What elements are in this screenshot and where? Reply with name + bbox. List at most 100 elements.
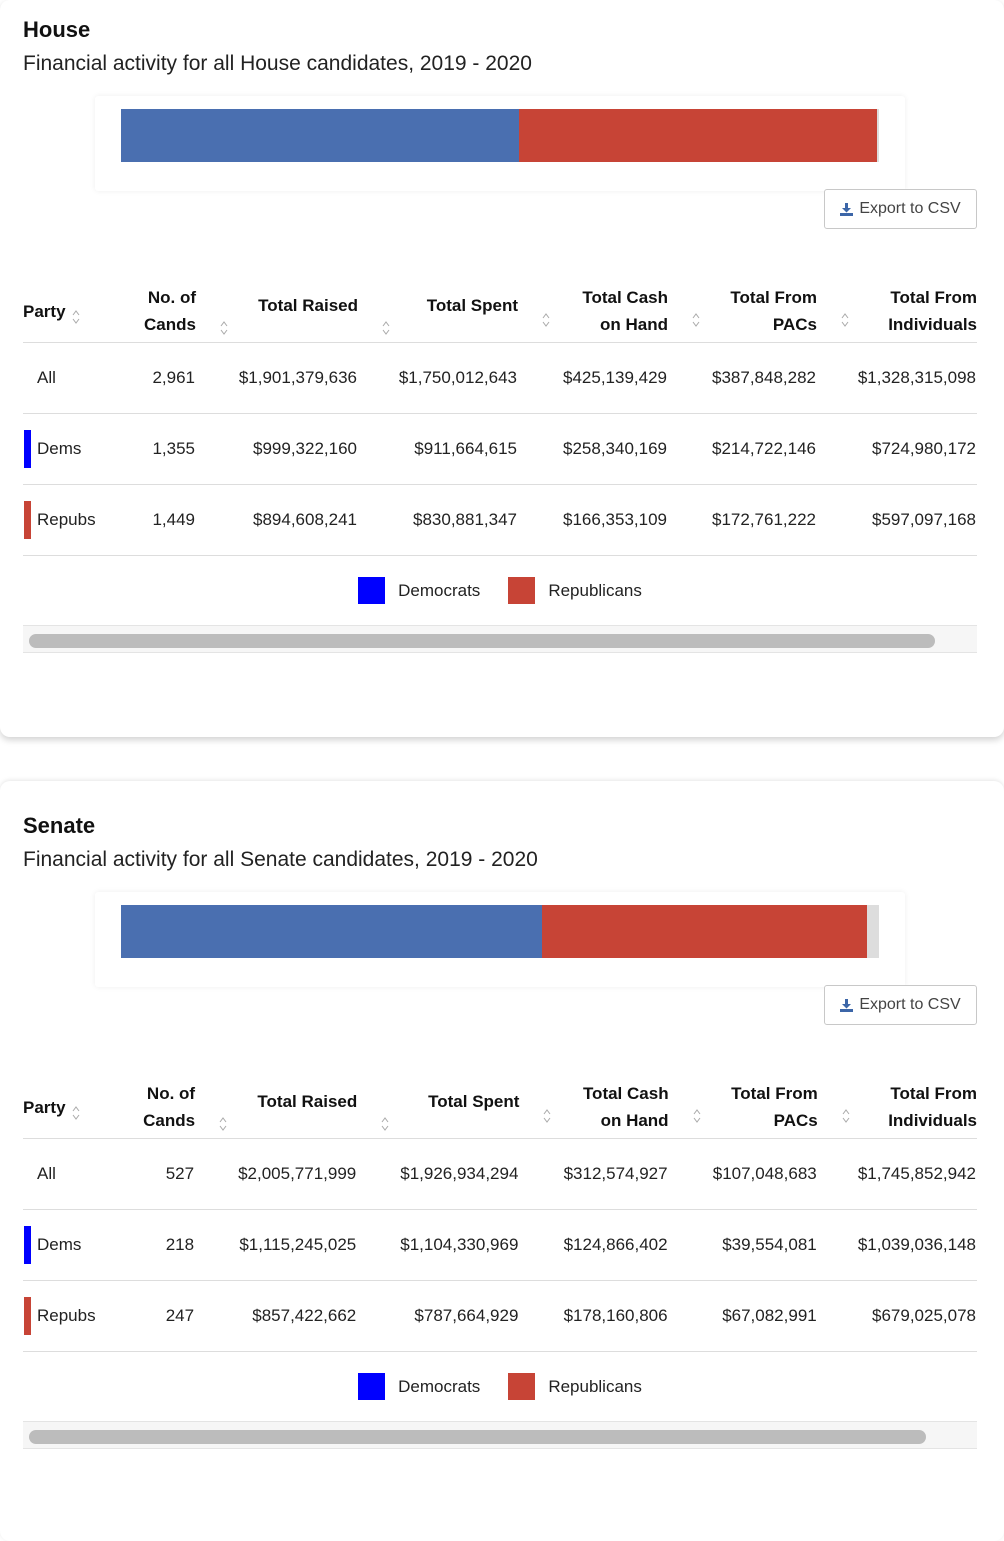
- party-name: Repubs: [37, 1306, 96, 1325]
- financial-table-container: Party No. of Cands Total Raised Total Spe…: [23, 1076, 977, 1352]
- scrollbar-thumb[interactable]: [29, 634, 936, 648]
- table-row: All 2,961 $1,901,379,636 $1,750,012,643 $425…: [23, 342, 977, 414]
- legend-item-republicans: Republicans: [508, 1373, 642, 1400]
- sort-icon[interactable]: [381, 1112, 389, 1131]
- cash-cell: $124,866,402: [519, 1209, 669, 1281]
- sort-icon[interactable]: [841, 308, 849, 327]
- rep-segment[interactable]: [542, 905, 867, 958]
- col-header-pacs[interactable]: Total From PACs: [668, 1076, 818, 1139]
- legend: Democrats Republicans: [23, 1373, 977, 1400]
- party-name: All: [37, 368, 56, 387]
- cands-cell: 247: [139, 1280, 196, 1352]
- dem-segment[interactable]: [121, 905, 543, 958]
- individuals-cell: $597,097,168: [817, 484, 977, 556]
- col-header-cands[interactable]: No. of Cands: [139, 1076, 196, 1139]
- cash-cell: $178,160,806: [519, 1280, 669, 1352]
- sort-icon[interactable]: [693, 1104, 701, 1123]
- party-color-marker: [24, 359, 31, 397]
- spent-cell: $830,881,347: [358, 484, 518, 556]
- horizontal-scrollbar[interactable]: [23, 1421, 977, 1449]
- bar-track: [121, 109, 879, 162]
- cash-cell: $312,574,927: [519, 1138, 669, 1210]
- legend: Democrats Republicans: [23, 577, 977, 604]
- raised-cell: $894,608,241: [196, 484, 358, 556]
- col-header-cands[interactable]: No. of Cands: [140, 280, 196, 343]
- cash-cell: $258,340,169: [518, 413, 668, 485]
- legend-item-democrats: Democrats: [358, 577, 480, 604]
- party-color-marker: [24, 501, 31, 539]
- legend-swatch: [508, 577, 536, 604]
- download-icon: [840, 998, 854, 1012]
- col-header-cash[interactable]: Total Cash on Hand: [518, 280, 668, 343]
- party-cell: All: [23, 1138, 140, 1210]
- section-subtitle: Financial activity for all House candida…: [23, 52, 532, 75]
- scrollbar-thumb[interactable]: [29, 1430, 926, 1444]
- individuals-cell: $1,328,315,098: [817, 342, 977, 414]
- sort-icon[interactable]: [543, 1104, 551, 1123]
- col-header-spent[interactable]: Total Spent: [358, 280, 518, 343]
- rep-segment[interactable]: [518, 109, 877, 162]
- col-header-spent[interactable]: Total Spent: [357, 1076, 520, 1139]
- sort-icon[interactable]: [72, 305, 80, 324]
- sort-icon[interactable]: [692, 308, 700, 327]
- sort-icon[interactable]: [220, 316, 228, 335]
- sort-icon[interactable]: [842, 1104, 850, 1123]
- export-csv-button[interactable]: Export to CSV: [824, 189, 977, 229]
- pacs-cell: $67,082,991: [668, 1280, 818, 1352]
- section-title: House: [23, 17, 91, 42]
- horizontal-scrollbar[interactable]: [23, 625, 977, 653]
- party-name: Dems: [37, 439, 82, 458]
- pacs-cell: $107,048,683: [668, 1138, 818, 1210]
- sort-icon[interactable]: [72, 1101, 80, 1120]
- table-row: Repubs 1,449 $894,608,241 $830,881,347 $166,…: [23, 484, 977, 556]
- table-row: All 527 $2,005,771,999 $1,926,934,294 $312,5…: [23, 1138, 977, 1210]
- party-name: Dems: [37, 1235, 82, 1254]
- party-color-marker: [24, 1297, 31, 1335]
- cands-cell: 527: [139, 1138, 196, 1210]
- bar-track: [121, 905, 879, 958]
- col-header-raised[interactable]: Total Raised: [195, 1076, 358, 1139]
- sort-icon[interactable]: [382, 316, 390, 335]
- col-header-cash[interactable]: Total Cash on Hand: [519, 1076, 669, 1139]
- col-header-raised[interactable]: Total Raised: [196, 280, 358, 343]
- party-cell: Repubs: [23, 484, 140, 556]
- col-header-individuals[interactable]: Total From Individuals: [817, 280, 977, 343]
- col-header-party[interactable]: Party: [23, 280, 140, 343]
- house-panel: House Financial activity for all House c…: [0, 0, 1004, 737]
- raised-cell: $999,322,160: [196, 413, 358, 485]
- legend-item-democrats: Democrats: [358, 1373, 480, 1400]
- section-subtitle: Financial activity for all Senate candid…: [23, 848, 538, 871]
- cash-cell: $166,353,109: [518, 484, 668, 556]
- table-row: Dems 218 $1,115,245,025 $1,104,330,969 $124,…: [23, 1209, 977, 1281]
- senate-panel: Senate Financial activity for all Senate…: [0, 781, 1004, 1541]
- col-header-party[interactable]: Party: [23, 1076, 140, 1139]
- spent-cell: $787,664,929: [357, 1280, 520, 1352]
- financial-table: Party No. of Cands Total Raised Total Spe…: [23, 280, 977, 556]
- pacs-cell: $39,554,081: [668, 1209, 818, 1281]
- dem-segment[interactable]: [121, 109, 519, 162]
- individuals-cell: $1,745,852,942: [817, 1138, 977, 1210]
- sort-icon[interactable]: [219, 1112, 227, 1131]
- section-title: Senate: [23, 813, 96, 838]
- party-cell: Dems: [23, 1209, 140, 1281]
- party-color-marker: [24, 1155, 31, 1193]
- legend-item-republicans: Republicans: [508, 577, 642, 604]
- individuals-cell: $724,980,172: [817, 413, 977, 485]
- legend-swatch: [508, 1373, 536, 1400]
- col-header-individuals[interactable]: Total From Individuals: [817, 1076, 977, 1139]
- party-name: All: [37, 1164, 56, 1183]
- table-row: Repubs 247 $857,422,662 $787,664,929 $178,16…: [23, 1280, 977, 1352]
- export-csv-button[interactable]: Export to CSV: [824, 985, 977, 1025]
- pacs-cell: $387,848,282: [668, 342, 817, 414]
- raised-cell: $857,422,662: [195, 1280, 358, 1352]
- party-share-bar: [95, 96, 905, 191]
- sort-icon[interactable]: [542, 308, 550, 327]
- spent-cell: $911,664,615: [358, 413, 518, 485]
- raised-cell: $1,115,245,025: [195, 1209, 358, 1281]
- party-cell: Repubs: [23, 1280, 140, 1352]
- table-header-row: Party No. of Cands Total Raised Total Spe…: [23, 1076, 977, 1139]
- cands-cell: 218: [139, 1209, 196, 1281]
- party-color-marker: [24, 430, 31, 468]
- col-header-pacs[interactable]: Total From PACs: [668, 280, 817, 343]
- individuals-cell: $1,039,036,148: [817, 1209, 977, 1281]
